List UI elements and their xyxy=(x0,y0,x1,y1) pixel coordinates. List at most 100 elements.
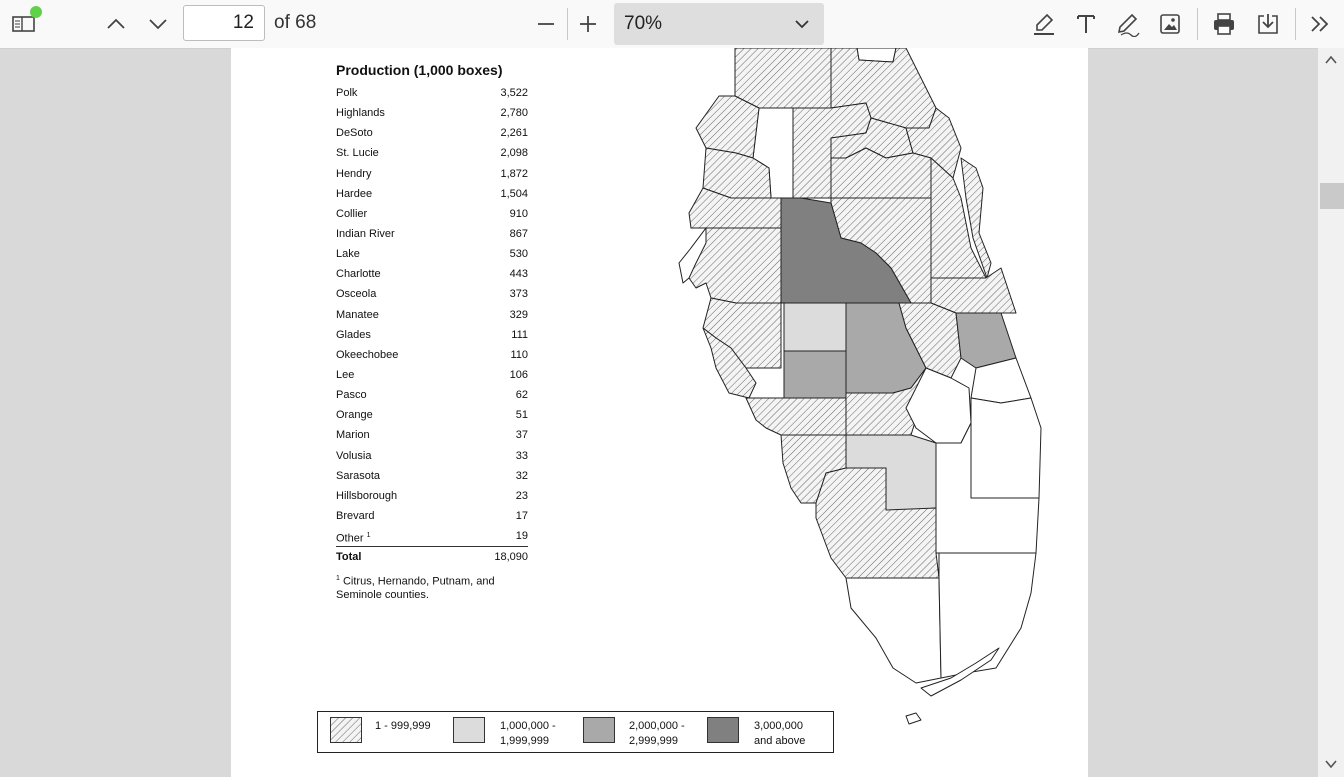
more-tools-icon xyxy=(1311,16,1329,32)
more-tools-button[interactable] xyxy=(1304,8,1336,40)
text-icon xyxy=(1077,15,1095,33)
county-value: 867 xyxy=(509,227,528,240)
scroll-up-icon[interactable] xyxy=(1324,54,1338,66)
zoom-value: 70% xyxy=(624,13,663,34)
printer-icon xyxy=(1214,13,1234,35)
table-row: Volusia 33 xyxy=(336,446,528,466)
table-row: Osceola 373 xyxy=(336,284,528,304)
notification-dot xyxy=(30,6,42,18)
pdf-page: Production (1,000 boxes) Polk 3,522 Highla… xyxy=(231,48,1088,777)
total-row: Total 18,090 xyxy=(336,546,528,567)
footnote: 1 Citrus, Hernando, Putnam, and Seminole… xyxy=(336,572,536,602)
county-value: 19 xyxy=(515,530,528,543)
county-name: Hillsborough xyxy=(336,489,398,502)
table-row: Hillsborough 23 xyxy=(336,486,528,506)
county-value: 106 xyxy=(509,368,528,381)
table-row: Indian River 867 xyxy=(336,224,528,244)
highlighter-icon xyxy=(1034,13,1054,35)
table-row: DeSoto 2,261 xyxy=(336,123,528,143)
table-row: Sarasota 32 xyxy=(336,466,528,486)
save-button[interactable] xyxy=(1252,8,1284,40)
county-name: Orange xyxy=(336,409,373,422)
pdf-toolbar: of 68 70% xyxy=(0,0,1344,49)
legend-swatch-medium xyxy=(583,717,615,743)
table-row: Other 1 19 xyxy=(336,526,528,546)
county-value: 111 xyxy=(511,328,528,341)
county-name: Brevard xyxy=(336,509,375,522)
page-number-input[interactable] xyxy=(183,5,265,41)
add-text-button[interactable] xyxy=(1070,8,1102,40)
highlight-button[interactable] xyxy=(1028,8,1060,40)
legend-swatch-light xyxy=(453,717,485,743)
zoom-select[interactable]: 70% xyxy=(614,3,824,45)
chevron-up-icon xyxy=(107,18,125,29)
table-row: Lake 530 xyxy=(336,244,528,264)
legend-label: 1,000,000 - 1,999,999 xyxy=(500,720,556,747)
county-name: DeSoto xyxy=(336,127,373,140)
county-name: Polk xyxy=(336,87,358,99)
table-row: Orange 51 xyxy=(336,405,528,425)
image-icon xyxy=(1160,14,1180,34)
table-row: Marion 37 xyxy=(336,425,528,445)
scroll-down-icon[interactable] xyxy=(1324,758,1338,770)
production-table: Production (1,000 boxes) Polk 3,522 Highla… xyxy=(336,62,528,567)
county-name: Collier xyxy=(336,207,368,220)
county-name: Glades xyxy=(336,328,371,341)
print-button[interactable] xyxy=(1208,8,1240,40)
save-icon xyxy=(1258,14,1278,34)
county-name: Hardee xyxy=(336,187,373,200)
legend-label: 2,000,000 - 2,999,999 xyxy=(629,720,685,747)
production-rows: Polk 3,522 Highlands 2,780 DeSoto 2,261 St. Lu… xyxy=(336,83,528,526)
florida-county-map xyxy=(678,48,1042,725)
county-value: 33 xyxy=(515,449,528,462)
county-name: Marion xyxy=(336,429,370,442)
next-page-button[interactable] xyxy=(142,8,174,40)
previous-page-button[interactable] xyxy=(100,8,132,40)
add-image-button[interactable] xyxy=(1154,8,1186,40)
draw-icon xyxy=(1117,13,1140,37)
chevron-down-icon xyxy=(795,20,809,29)
table-row: Charlotte 443 xyxy=(336,264,528,284)
county-value: 51 xyxy=(515,409,528,422)
county-name: Manatee xyxy=(336,308,379,321)
legend-swatch-hatched xyxy=(330,717,362,743)
page-count: of 68 xyxy=(274,12,317,33)
county-name: Charlotte xyxy=(336,268,381,281)
county-value: 443 xyxy=(509,268,528,281)
county-name: Lee xyxy=(336,368,355,381)
county-value: 530 xyxy=(509,248,528,261)
total-value: 18,090 xyxy=(494,551,528,564)
county-name: Lake xyxy=(336,248,360,261)
legend-label: 1 - 999,999 xyxy=(375,720,431,732)
total-label: Total xyxy=(336,551,362,564)
county-value: 2,780 xyxy=(500,107,528,120)
county-value: 1,504 xyxy=(500,187,528,200)
county-value: 62 xyxy=(515,389,528,402)
table-row: Okeechobee 110 xyxy=(336,345,528,365)
table-row: St. Lucie 2,098 xyxy=(336,143,528,163)
county-name: Osceola xyxy=(336,288,377,301)
table-row: Hendry 1,872 xyxy=(336,164,528,184)
footnote-text: Citrus, Hernando, Putnam, and Seminole c… xyxy=(336,575,495,601)
table-row: Brevard 17 xyxy=(336,506,528,526)
legend-label: 3,000,000 and above xyxy=(754,720,806,747)
county-value: 2,098 xyxy=(500,147,528,160)
zoom-out-button[interactable] xyxy=(530,8,562,40)
vertical-scrollbar[interactable] xyxy=(1318,48,1344,777)
county-name: Okeechobee xyxy=(336,348,399,361)
sidebar-toggle-button[interactable] xyxy=(8,8,40,40)
production-title: Production (1,000 boxes) xyxy=(336,62,503,78)
zoom-in-button[interactable] xyxy=(572,8,604,40)
table-row: Lee 106 xyxy=(336,365,528,385)
county-value: 373 xyxy=(509,288,528,301)
draw-button[interactable] xyxy=(1112,8,1144,40)
scrollbar-thumb[interactable] xyxy=(1320,183,1344,209)
county-value: 110 xyxy=(510,348,528,361)
county-value: 3,522 xyxy=(500,87,528,99)
county-name: Hendry xyxy=(336,167,372,180)
table-row: Pasco 62 xyxy=(336,385,528,405)
zoom-out-icon xyxy=(538,23,554,25)
county-name: Volusia xyxy=(336,449,372,462)
county-value: 1,872 xyxy=(500,167,528,180)
county-name: Pasco xyxy=(336,389,367,402)
